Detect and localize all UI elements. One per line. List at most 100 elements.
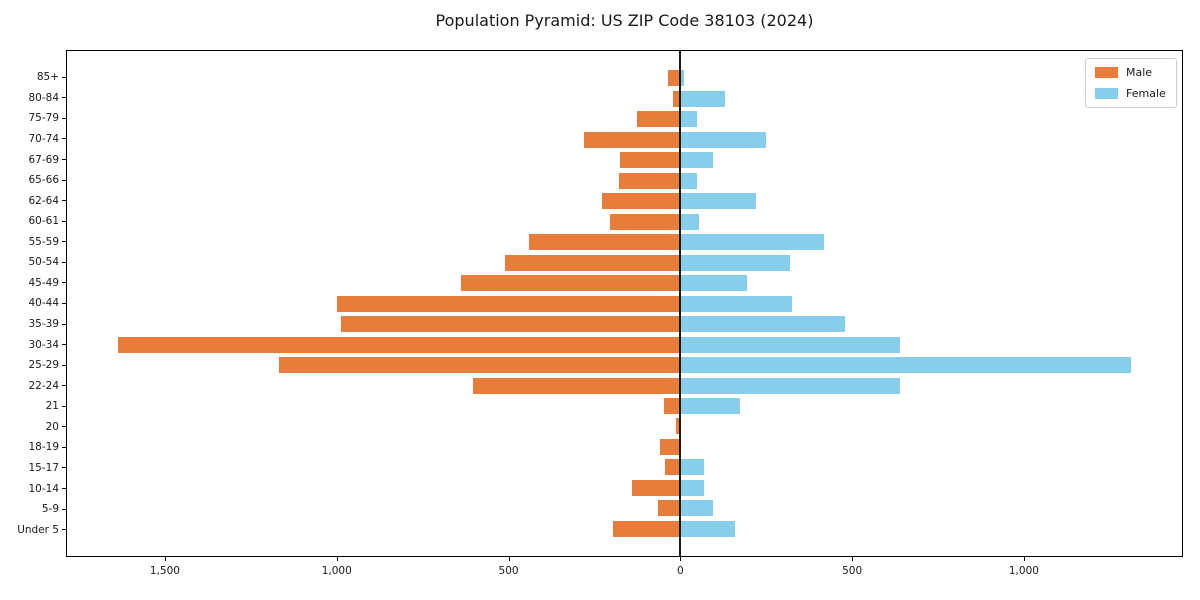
y-tick: 15-17: [0, 458, 66, 479]
y-tick-label: 40-44: [28, 297, 59, 310]
female-bar: [680, 357, 1132, 374]
pyramid-row: [67, 437, 1182, 457]
y-tick-label: 70-74: [28, 132, 59, 145]
y-tick-mark: [62, 364, 66, 366]
male-bar: [665, 459, 681, 476]
legend-label-male: Male: [1126, 66, 1153, 79]
pyramid-row: [67, 252, 1182, 272]
female-bar: [680, 70, 685, 87]
y-tick-label: 10-14: [28, 482, 59, 495]
pyramid-row: [67, 519, 1182, 539]
y-tick-mark: [62, 488, 66, 490]
legend-label-female: Female: [1126, 87, 1166, 100]
male-bar: [340, 316, 681, 333]
male-bar: [278, 357, 681, 374]
plot-area: Male Female: [66, 50, 1183, 557]
male-bar: [632, 479, 681, 496]
pyramid-row: [67, 457, 1182, 477]
female-bar: [680, 152, 713, 169]
y-tick: 35-39: [0, 314, 66, 335]
male-bar: [472, 377, 681, 394]
legend-item-female: Female: [1095, 87, 1167, 100]
y-tick: 22-24: [0, 375, 66, 396]
male-bar: [584, 131, 681, 148]
y-tick-mark: [62, 323, 66, 325]
x-tick-label: 1,000: [1008, 565, 1039, 577]
y-tick: 85+: [0, 67, 66, 88]
female-bar: [680, 275, 748, 292]
x-tick-label: 500: [842, 565, 863, 577]
y-tick-mark: [62, 467, 66, 469]
legend-item-male: Male: [1095, 66, 1167, 79]
y-tick-mark: [62, 179, 66, 181]
y-tick: 20: [0, 417, 66, 438]
y-tick-mark: [62, 97, 66, 99]
y-tick-label: 22-24: [28, 379, 59, 392]
y-tick-label: 20: [45, 420, 59, 433]
pyramid-row: [67, 88, 1182, 108]
y-tick: 80-84: [0, 88, 66, 109]
y-tick-label: 55-59: [28, 235, 59, 248]
y-axis-labels: 85+ 80-84 75-79 70-74 67-69 65-66 62-64 60-61 55…: [0, 50, 66, 557]
y-tick-mark: [62, 220, 66, 222]
y-tick: 40-44: [0, 293, 66, 314]
y-tick-label: 18-19: [28, 441, 59, 454]
female-bar: [680, 90, 725, 107]
y-tick-mark: [62, 159, 66, 161]
y-tick-mark: [62, 138, 66, 140]
pyramid-row: [67, 273, 1182, 293]
y-tick-mark: [62, 302, 66, 304]
bars-container: [67, 51, 1182, 556]
y-tick-label: Under 5: [17, 523, 59, 536]
y-tick-label: 67-69: [28, 153, 59, 166]
y-tick: 21: [0, 396, 66, 417]
female-bar: [680, 193, 756, 210]
x-tick-mark: [680, 556, 682, 561]
male-bar: [673, 90, 681, 107]
y-tick: Under 5: [0, 519, 66, 540]
y-tick-label: 21: [45, 400, 59, 413]
male-bar: [505, 254, 681, 271]
female-color-swatch: [1095, 88, 1118, 99]
male-bar: [602, 193, 681, 210]
female-bar: [680, 172, 697, 189]
y-tick-mark: [62, 385, 66, 387]
female-bar: [680, 500, 713, 517]
pyramid-row: [67, 293, 1182, 313]
y-tick: 45-49: [0, 273, 66, 294]
chart-title: Population Pyramid: US ZIP Code 38103 (2…: [435, 11, 814, 30]
y-tick-label: 65-66: [28, 174, 59, 187]
y-tick: 25-29: [0, 355, 66, 376]
female-bar: [680, 131, 766, 148]
pyramid-row: [67, 375, 1182, 395]
x-tick-mark: [1023, 556, 1025, 561]
x-tick-mark: [508, 556, 510, 561]
y-tick: 5-9: [0, 499, 66, 520]
x-tick-mark: [164, 556, 166, 561]
x-tick-label: 1,000: [321, 565, 352, 577]
y-tick: 30-34: [0, 334, 66, 355]
y-tick-label: 5-9: [41, 503, 59, 516]
y-tick-mark: [62, 446, 66, 448]
y-tick-mark: [62, 261, 66, 263]
female-bar: [680, 234, 825, 251]
pyramid-row: [67, 129, 1182, 149]
legend: Male Female: [1085, 58, 1177, 108]
pyramid-row: [67, 334, 1182, 354]
female-bar: [680, 316, 845, 333]
y-tick-label: 62-64: [28, 194, 59, 207]
pyramid-row: [67, 314, 1182, 334]
y-tick-label: 35-39: [28, 318, 59, 331]
y-tick-label: 60-61: [28, 215, 59, 228]
male-bar: [675, 418, 681, 435]
y-tick-mark: [62, 508, 66, 510]
female-bar: [680, 111, 697, 128]
female-bar: [680, 479, 705, 496]
x-axis-ticks: 1,500 1,000 500 0 500 1,000: [66, 556, 1183, 586]
x-tick-label: 1,500: [149, 565, 180, 577]
pyramid-row: [67, 170, 1182, 190]
male-bar: [613, 520, 681, 537]
male-bar: [460, 275, 681, 292]
male-bar: [660, 438, 681, 455]
